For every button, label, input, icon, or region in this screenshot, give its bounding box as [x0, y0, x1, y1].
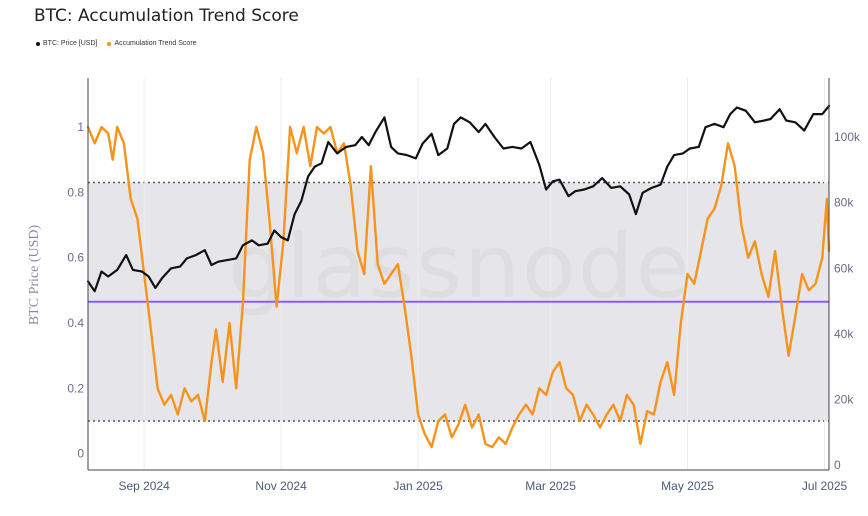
y-axis-label: BTC Price (USD) — [27, 225, 42, 326]
y-left-tick-label: 0.6 — [67, 251, 84, 265]
y-left-tick-label: 0.8 — [67, 185, 84, 199]
legend-score-label: Accumulation Trend Score — [114, 40, 197, 47]
chart-title: BTC: Accumulation Trend Score — [34, 6, 299, 26]
y-right-tick-label: 20k — [834, 392, 854, 406]
y-right-tick-label: 60k — [834, 261, 854, 275]
y-right-tick-label: 80k — [834, 196, 854, 210]
legend-item-score[interactable]: Accumulation Trend Score — [107, 40, 197, 47]
legend-price-dot — [36, 41, 40, 46]
series-line-price — [86, 104, 831, 293]
x-tick-label: Mar 2025 — [525, 479, 576, 493]
y-left-tick-label: 0.4 — [67, 316, 84, 330]
legend-price-label: BTC: Price [USD] — [43, 40, 98, 47]
y-left-tick-label: 0 — [77, 447, 84, 461]
y-right-tick-label: 0 — [834, 458, 841, 472]
x-tick-label: Jan 2025 — [393, 479, 443, 493]
legend-item-price[interactable]: BTC: Price [USD] — [36, 40, 97, 47]
legend-score-dot — [107, 41, 112, 46]
y-left-tick-label: 1 — [77, 120, 84, 134]
y-right-tick-label: 40k — [834, 327, 854, 341]
x-tick-label: Nov 2024 — [255, 479, 307, 493]
y-left-tick-label: 0.2 — [67, 381, 84, 395]
x-tick-label: Sep 2024 — [118, 479, 170, 493]
series-line-score — [86, 125, 831, 449]
x-tick-label: Jul 2025 — [802, 479, 848, 493]
legend: BTC: Price [USD] Accumulation Trend Scor… — [36, 40, 197, 47]
y-right-tick-label: 100k — [834, 130, 861, 144]
x-tick-label: May 2025 — [661, 479, 714, 493]
